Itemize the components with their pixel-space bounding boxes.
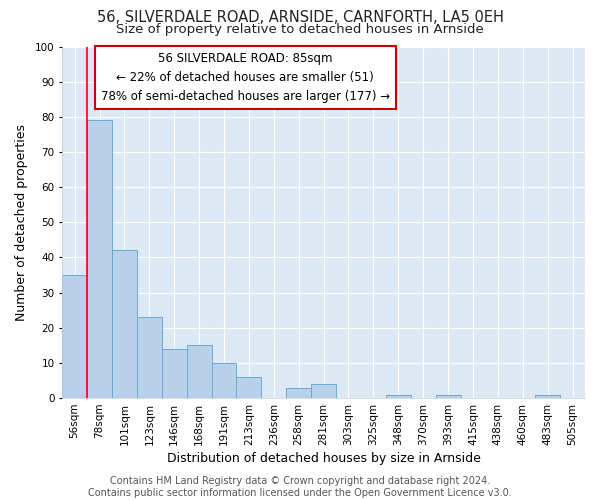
Y-axis label: Number of detached properties: Number of detached properties xyxy=(15,124,28,321)
Text: Contains HM Land Registry data © Crown copyright and database right 2024.
Contai: Contains HM Land Registry data © Crown c… xyxy=(88,476,512,498)
Bar xyxy=(236,377,262,398)
Bar xyxy=(212,363,236,398)
Bar xyxy=(62,275,87,398)
Bar xyxy=(112,250,137,398)
Text: Size of property relative to detached houses in Arnside: Size of property relative to detached ho… xyxy=(116,22,484,36)
Bar xyxy=(436,394,461,398)
Bar xyxy=(386,394,411,398)
Bar xyxy=(286,388,311,398)
Bar xyxy=(87,120,112,398)
Text: 56 SILVERDALE ROAD: 85sqm
← 22% of detached houses are smaller (51)
78% of semi-: 56 SILVERDALE ROAD: 85sqm ← 22% of detac… xyxy=(101,52,390,103)
X-axis label: Distribution of detached houses by size in Arnside: Distribution of detached houses by size … xyxy=(167,452,481,465)
Bar xyxy=(187,346,212,398)
Bar xyxy=(311,384,336,398)
Bar xyxy=(535,394,560,398)
Bar xyxy=(137,317,162,398)
Bar xyxy=(162,349,187,398)
Text: 56, SILVERDALE ROAD, ARNSIDE, CARNFORTH, LA5 0EH: 56, SILVERDALE ROAD, ARNSIDE, CARNFORTH,… xyxy=(97,10,503,25)
